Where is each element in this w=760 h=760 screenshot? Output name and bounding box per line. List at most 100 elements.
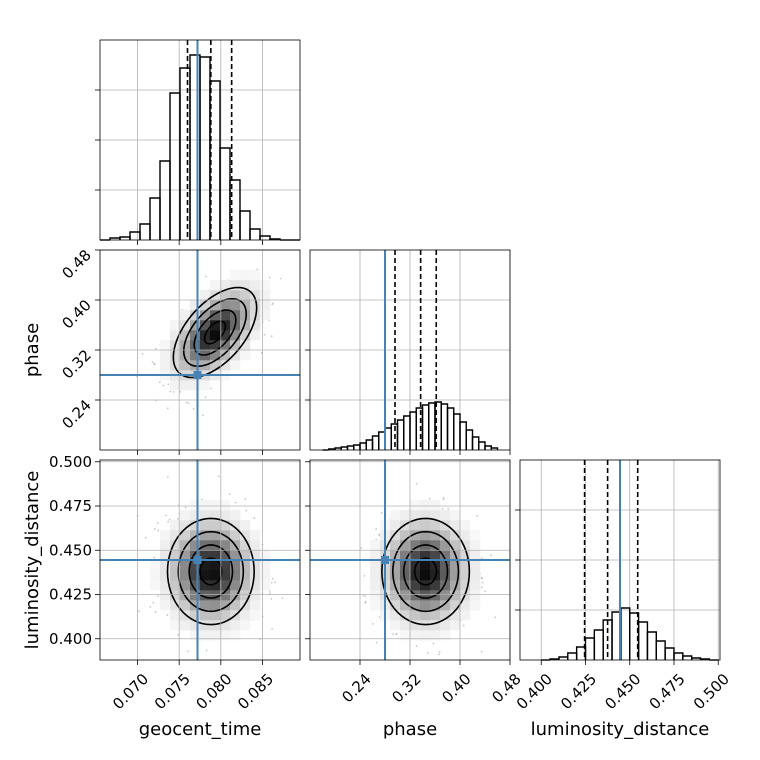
density-cell-phase-luminosity-distance [460,600,471,611]
tick-label-x-phase: 0.24 [338,670,374,706]
histogram-bar-geocent-time [259,235,271,240]
density-cell-geocent-time-luminosity-distance [210,590,221,601]
density-cell-geocent-time-luminosity-distance [180,620,191,631]
density-cell-phase-luminosity-distance [430,580,441,591]
density-cell-geocent-time-luminosity-distance [230,590,241,601]
density-cell-phase-luminosity-distance [410,510,421,521]
density-cell-phase-luminosity-distance [400,530,411,541]
density-cell-phase-luminosity-distance [430,600,441,611]
density-cell-phase-luminosity-distance [450,610,461,621]
histogram-bar-phase [415,407,424,450]
density-cell-geocent-time-luminosity-distance [170,590,181,601]
density-cell-geocent-time-luminosity-distance [160,580,171,591]
sample-point-geocent-time-phase [166,407,169,410]
sample-point-geocent-time-phase [185,401,188,404]
density-cell-geocent-time-phase [190,320,201,331]
density-cell-geocent-time-luminosity-distance [230,550,241,561]
density-cell-geocent-time-luminosity-distance [230,520,241,531]
density-cell-phase-luminosity-distance [420,500,431,511]
sample-point-phase-luminosity-distance [438,653,440,656]
density-cell-geocent-time-luminosity-distance [200,600,211,611]
density-cell-geocent-time-luminosity-distance [170,550,181,561]
density-cell-phase-luminosity-distance [470,580,481,591]
density-cell-geocent-time-phase [200,300,211,311]
tick-label-y-luminosity-distance: 0.475 [49,497,92,515]
histogram-bar-phase [403,415,411,450]
histogram-bar-phase [346,445,355,450]
sample-point-phase-luminosity-distance [481,586,483,589]
density-cell-phase-luminosity-distance [430,530,441,541]
sample-point-geocent-time-luminosity-distance [157,529,160,532]
density-cell-phase-luminosity-distance [440,510,451,521]
density-cell-geocent-time-luminosity-distance [230,530,241,541]
density-cell-phase-luminosity-distance [390,610,401,621]
histogram-bar-geocent-time [139,223,151,240]
sample-point-geocent-time-luminosity-distance [270,598,273,600]
sample-point-geocent-time-luminosity-distance [187,650,189,653]
density-cell-phase-luminosity-distance [420,510,431,521]
sample-point-geocent-time-luminosity-distance [205,649,208,652]
histogram-bar-phase [490,447,499,450]
density-cell-geocent-time-phase [210,350,221,361]
sample-point-geocent-time-phase [179,391,182,393]
sample-point-geocent-time-phase [271,303,274,306]
density-cell-phase-luminosity-distance [400,540,411,551]
density-cell-geocent-time-phase [180,380,191,391]
density-cell-phase-luminosity-distance [440,610,451,621]
sample-point-phase-luminosity-distance [447,507,450,510]
density-cell-phase-luminosity-distance [410,630,421,641]
density-cell-geocent-time-phase [200,290,211,301]
density-cell-geocent-time-phase [250,270,261,281]
sample-point-geocent-time-luminosity-distance [153,528,156,530]
histogram-bar-luminosity-distance [673,652,684,660]
sample-point-phase-luminosity-distance [415,482,418,485]
density-cell-geocent-time-luminosity-distance [200,570,211,581]
density-cell-phase-luminosity-distance [430,540,441,551]
density-cell-phase-luminosity-distance [460,520,471,531]
sample-point-geocent-time-phase [192,408,195,410]
density-cell-geocent-time-luminosity-distance [190,520,201,531]
density-cell-geocent-time-luminosity-distance [200,620,211,631]
density-cell-phase-luminosity-distance [400,600,411,611]
density-cell-geocent-time-phase [190,360,201,371]
density-cell-geocent-time-luminosity-distance [230,620,241,631]
density-cell-geocent-time-luminosity-distance [230,600,241,611]
contour-geocent-time-luminosity-distance [188,544,234,599]
sample-point-geocent-time-luminosity-distance [153,556,156,559]
sample-point-geocent-time-luminosity-distance [201,498,203,501]
density-cell-geocent-time-phase [200,380,211,391]
histogram-bar-luminosity-distance [655,640,666,660]
density-cell-phase-luminosity-distance [450,580,461,591]
density-cell-geocent-time-luminosity-distance [210,520,221,531]
density-cell-phase-luminosity-distance [430,610,441,621]
density-cell-geocent-time-luminosity-distance [200,550,211,561]
density-cell-geocent-time-phase [250,280,261,291]
histogram-bar-geocent-time [239,210,251,240]
density-cell-geocent-time-phase [230,280,241,291]
density-cell-geocent-time-luminosity-distance [210,500,221,511]
density-cell-phase-luminosity-distance [390,570,401,581]
histogram-bar-phase [428,402,436,450]
sample-point-geocent-time-luminosity-distance [177,633,180,636]
tick-label-x-luminosity-distance: 0.425 [557,670,600,713]
density-cell-geocent-time-luminosity-distance [170,540,181,551]
histogram-bar-geocent-time [169,92,181,240]
density-cell-geocent-time-phase [220,330,231,341]
sample-point-phase-luminosity-distance [428,497,431,500]
histogram-bar-phase [409,411,417,450]
density-cell-geocent-time-luminosity-distance [180,570,191,581]
density-cell-geocent-time-phase [170,320,181,331]
tick-label-x-geocent-time: 0.085 [234,670,277,713]
sample-point-geocent-time-luminosity-distance [270,581,273,584]
density-cell-phase-luminosity-distance [470,540,481,551]
density-cell-phase-luminosity-distance [400,590,411,601]
tick-label-x-luminosity-distance: 0.475 [646,670,689,713]
density-cell-phase-luminosity-distance [430,510,441,521]
tick-label-y-luminosity-distance: 0.425 [49,586,92,604]
density-cell-geocent-time-luminosity-distance [200,560,211,571]
density-cell-phase-luminosity-distance [460,570,471,581]
density-cell-geocent-time-phase [260,280,271,291]
density-cell-geocent-time-phase [220,280,231,291]
tick-label-x-luminosity-distance: 0.400 [513,670,556,713]
marks-layer [100,40,719,661]
